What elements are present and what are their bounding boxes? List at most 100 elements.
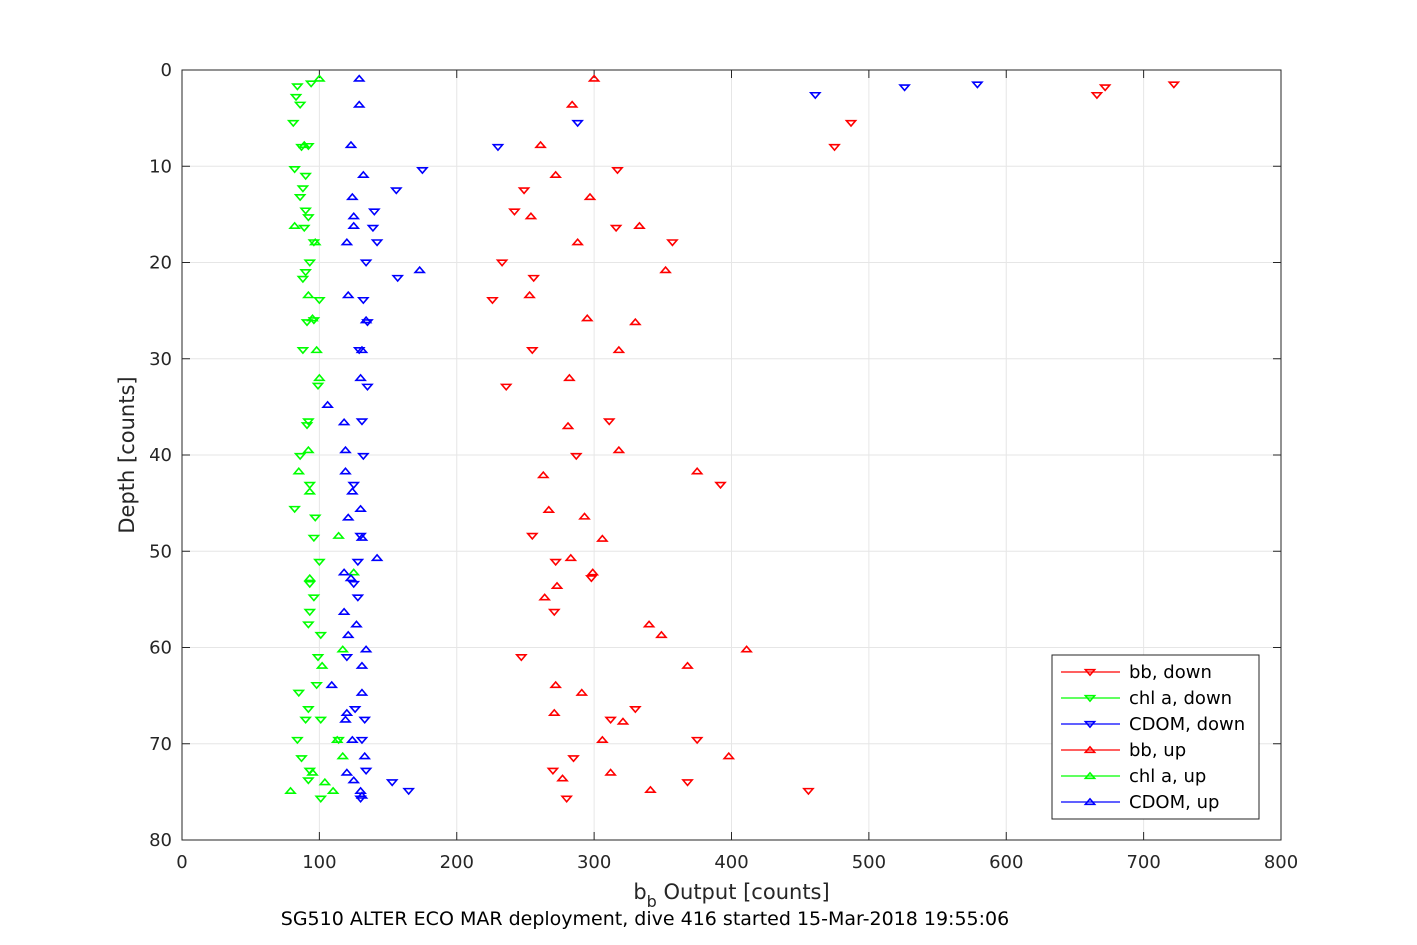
data-point xyxy=(1098,84,1112,92)
data-point xyxy=(642,620,656,628)
legend-marker xyxy=(1083,668,1097,677)
data-point xyxy=(315,661,329,669)
data-point xyxy=(569,452,583,461)
data-point xyxy=(602,418,616,426)
data-point xyxy=(524,211,538,220)
legend-marker xyxy=(1083,720,1097,729)
legend-label: CDOM, up xyxy=(1129,792,1219,813)
data-point xyxy=(297,224,311,233)
y-tick-label: 70 xyxy=(149,734,172,755)
data-point xyxy=(564,553,578,562)
legend-box xyxy=(1051,654,1260,820)
data-point xyxy=(355,736,369,745)
data-point xyxy=(525,532,539,541)
data-point xyxy=(385,779,399,787)
data-point xyxy=(346,192,359,201)
data-point xyxy=(561,421,575,430)
data-point xyxy=(352,347,366,355)
data-point xyxy=(336,645,350,653)
y-tick-label: 60 xyxy=(149,638,172,659)
data-point xyxy=(354,795,367,803)
data-point xyxy=(313,373,326,382)
data-point xyxy=(299,172,312,181)
data-point xyxy=(302,418,315,426)
data-point xyxy=(284,786,297,794)
y-tick-label: 0 xyxy=(161,60,172,81)
legend-items: bb, down chl a, down CDOM, down bb, up chl a… xyxy=(1061,662,1245,813)
data-point xyxy=(549,170,562,178)
data-point xyxy=(306,768,319,776)
data-point xyxy=(321,400,334,409)
data-point xyxy=(297,140,311,149)
data-point xyxy=(571,119,584,128)
data-point xyxy=(359,645,373,653)
data-point xyxy=(523,290,536,299)
x-tick-label: 500 xyxy=(852,852,886,873)
legend: bb, down chl a, down CDOM, down bb, up chl a… xyxy=(1051,654,1260,820)
data-point xyxy=(358,716,372,725)
x-tick-label: 700 xyxy=(1126,852,1160,873)
y-tick-label: 20 xyxy=(149,253,172,274)
data-point xyxy=(351,594,365,602)
data-point xyxy=(311,382,325,391)
data-point xyxy=(416,167,429,175)
data-point xyxy=(565,100,579,108)
data-point xyxy=(302,142,315,151)
data-point xyxy=(356,452,370,461)
y-tick-label: 50 xyxy=(149,541,172,562)
data-point xyxy=(629,706,642,714)
data-point xyxy=(288,166,301,174)
series-bb-down xyxy=(486,81,1181,803)
x-tick-label: 400 xyxy=(714,852,748,873)
data-point xyxy=(549,558,562,567)
data-point xyxy=(293,452,307,461)
data-point xyxy=(341,513,355,521)
data-point xyxy=(302,621,315,629)
data-point xyxy=(300,422,314,430)
data-point xyxy=(538,593,552,601)
data-point xyxy=(296,347,310,355)
series-bb-up xyxy=(523,74,753,794)
data-point xyxy=(571,237,584,246)
y-tick-label: 10 xyxy=(149,156,172,177)
data-point xyxy=(288,505,301,514)
data-point xyxy=(326,786,340,794)
data-point xyxy=(514,654,528,662)
data-point xyxy=(311,654,325,662)
data-point xyxy=(308,237,322,246)
data-point xyxy=(542,505,556,513)
data-point xyxy=(629,317,642,326)
data-point xyxy=(341,630,355,639)
data-point xyxy=(556,774,569,782)
legend-label: chl a, down xyxy=(1129,688,1232,709)
data-point xyxy=(550,581,564,589)
data-point xyxy=(310,681,323,690)
data-point xyxy=(389,187,403,195)
data-point xyxy=(971,81,984,89)
data-point xyxy=(302,214,315,222)
data-point xyxy=(307,534,321,543)
data-point xyxy=(604,716,617,725)
data-point xyxy=(580,313,594,322)
ticks: 0 100 200 300 400 500 600 700 800 0 10 20 30 40 50 60 70… xyxy=(149,60,1298,873)
data-point xyxy=(609,224,623,233)
data-point xyxy=(339,715,352,723)
data-point xyxy=(358,751,372,760)
data-point xyxy=(314,631,328,640)
data-point xyxy=(560,795,573,803)
data-point xyxy=(352,100,366,108)
data-point xyxy=(898,84,911,92)
data-point xyxy=(344,573,358,582)
data-point xyxy=(346,735,359,743)
data-point xyxy=(303,487,317,495)
data-point xyxy=(391,274,405,283)
x-tick-label: 0 xyxy=(176,852,187,873)
data-point xyxy=(336,751,350,760)
legend-entry: bb, up xyxy=(1061,740,1186,761)
data-point xyxy=(302,706,315,714)
data-point xyxy=(583,192,597,201)
data-point xyxy=(596,735,609,743)
data-point xyxy=(337,417,351,426)
data-point xyxy=(303,608,317,617)
data-point xyxy=(355,791,369,799)
